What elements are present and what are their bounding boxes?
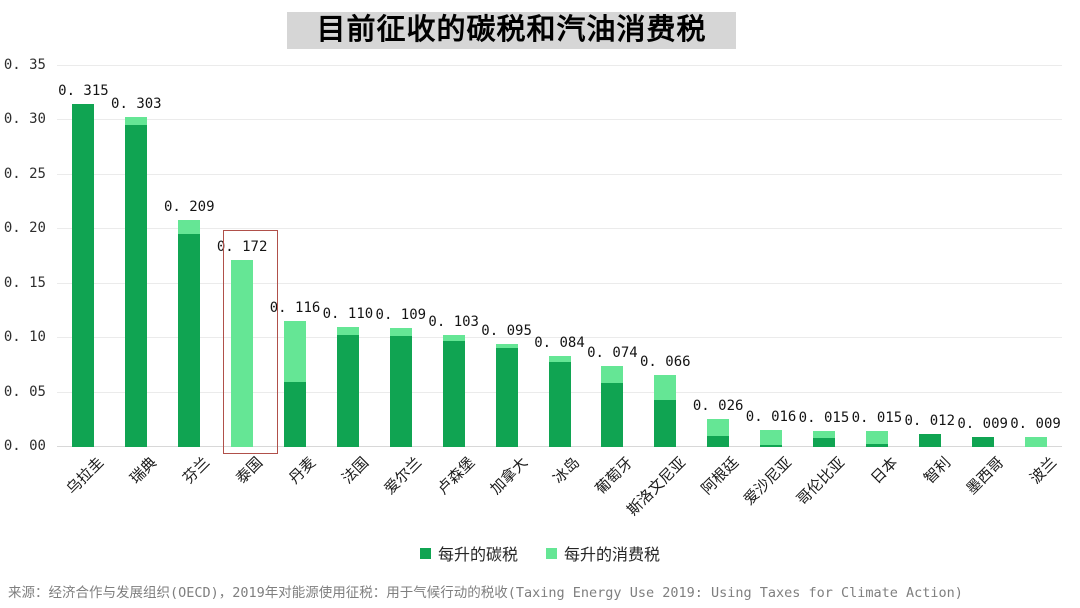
x-axis-label: 爱沙尼亚 <box>740 454 796 509</box>
bar-carbon-法国 <box>336 334 359 447</box>
value-label: 0. 016 <box>745 408 797 425</box>
grid-line <box>57 173 1062 175</box>
y-tick-label: 0. 30 <box>3 111 46 128</box>
y-tick-label: 0. 05 <box>3 383 46 400</box>
bar-carbon-日本 <box>865 443 888 447</box>
value-label: 0. 015 <box>851 409 903 426</box>
value-label: 0. 015 <box>798 409 850 426</box>
value-label: 0. 116 <box>269 299 321 316</box>
bar-consumption-斯洛文尼亚 <box>654 375 677 401</box>
grid-line <box>57 119 1062 121</box>
x-axis-label: 冰岛 <box>550 454 584 488</box>
value-label: 0. 074 <box>587 345 638 362</box>
bar-consumption-瑞典 <box>125 117 148 125</box>
x-axis-label: 法国 <box>338 454 373 488</box>
x-axis-label: 瑞典 <box>127 454 161 488</box>
y-tick-label: 0. 20 <box>3 220 46 237</box>
value-label: 0. 095 <box>481 322 532 339</box>
bar-carbon-卢森堡 <box>442 341 465 447</box>
grid-line <box>57 337 1062 339</box>
bar-carbon-芬兰 <box>178 233 201 447</box>
bar-carbon-爱沙尼亚 <box>760 444 783 447</box>
bar-consumption-波兰 <box>1024 437 1047 447</box>
bar-carbon-瑞典 <box>125 124 148 447</box>
bar-consumption-冰岛 <box>548 355 571 363</box>
value-label: 0. 009 <box>1010 416 1061 433</box>
legend-consumption-label: 每升的消费税 <box>564 547 661 564</box>
source-note: 来源：经济合作与发展组织(OECD)，2019年对能源使用征税：用于气候行动的税… <box>8 585 963 601</box>
value-label: 0. 012 <box>904 412 956 429</box>
x-axis-label: 日本 <box>867 454 902 488</box>
chart-title: 目前征收的碳税和汽油消费税 <box>287 12 736 49</box>
value-label: 0. 009 <box>957 416 1008 433</box>
legend-item-carbon: 每升的碳税 <box>419 541 518 565</box>
x-axis-label: 加拿大 <box>486 454 531 498</box>
highlight-box-泰国 <box>223 230 279 454</box>
bar-carbon-墨西哥 <box>971 437 994 447</box>
value-label: 0. 084 <box>534 334 585 351</box>
y-tick-label: 0. 25 <box>3 165 46 182</box>
x-axis-label: 芬兰 <box>180 454 214 488</box>
bar-consumption-日本 <box>865 430 888 444</box>
bar-consumption-爱沙尼亚 <box>760 429 783 445</box>
bar-consumption-加拿大 <box>495 343 518 348</box>
y-tick-label: 0. 15 <box>3 274 46 291</box>
value-label: 0. 103 <box>428 313 479 330</box>
x-axis-label: 墨西哥 <box>962 454 1007 498</box>
bar-consumption-泰国 <box>231 259 254 447</box>
value-label: 0. 026 <box>692 397 744 414</box>
plot-area: 0. 315 0. 303 0. 209 0. 172 0. 116 0. 110 0. 1… <box>57 65 1062 447</box>
grid-line <box>57 282 1062 284</box>
grid-line <box>57 228 1062 230</box>
bar-carbon-哥伦比亚 <box>812 438 835 447</box>
legend-carbon-swatch <box>419 547 431 559</box>
x-axis-label: 乌拉圭 <box>63 454 108 498</box>
bar-consumption-丹麦 <box>284 320 307 382</box>
bar-carbon-冰岛 <box>548 362 571 447</box>
bar-carbon-加拿大 <box>495 347 518 447</box>
value-label: 0. 066 <box>639 354 691 371</box>
y-tick-label: 0. 00 <box>3 438 46 454</box>
x-axis-label: 哥伦比亚 <box>793 454 849 509</box>
x-axis-label: 泰国 <box>233 454 267 488</box>
bar-carbon-爱尔兰 <box>389 335 412 447</box>
bar-consumption-阿根廷 <box>707 418 730 437</box>
bar-carbon-丹麦 <box>284 381 307 447</box>
value-label: 0. 209 <box>163 198 215 215</box>
value-label: 0. 110 <box>322 306 374 323</box>
legend-consumption-swatch <box>546 547 557 559</box>
bar-consumption-法国 <box>336 327 359 335</box>
x-axis-label: 葡萄牙 <box>592 454 637 498</box>
x-axis-label: 卢森堡 <box>433 454 478 498</box>
x-axis-label: 爱尔兰 <box>381 454 425 498</box>
x-axis-label: 智利 <box>920 454 954 488</box>
value-label: 0. 109 <box>375 307 427 324</box>
bar-carbon-斯洛文尼亚 <box>654 400 677 447</box>
value-label: 0. 172 <box>216 238 268 255</box>
bar-consumption-芬兰 <box>178 219 201 234</box>
grid-line <box>57 65 1062 66</box>
bar-consumption-爱尔兰 <box>389 328 412 336</box>
bar-consumption-卢森堡 <box>442 334 465 342</box>
legend-carbon-label: 每升的碳税 <box>437 547 518 564</box>
bar-consumption-葡萄牙 <box>601 366 624 383</box>
bar-consumption-哥伦比亚 <box>812 430 835 439</box>
value-label: 0. 315 <box>58 83 109 100</box>
value-label: 0. 303 <box>111 96 162 113</box>
bar-carbon-智利 <box>918 433 941 447</box>
bar-carbon-乌拉圭 <box>72 104 95 447</box>
y-tick-label: 0. 35 <box>3 57 46 73</box>
y-tick-label: 0. 10 <box>3 329 46 346</box>
legend: 每升的碳税 每升的消费税 <box>0 541 1080 565</box>
x-axis-label: 阿根廷 <box>698 454 743 498</box>
bar-carbon-葡萄牙 <box>601 382 624 447</box>
bar-carbon-阿根廷 <box>707 436 730 447</box>
legend-item-consumption: 每升的消费税 <box>546 541 660 565</box>
x-axis-label: 波兰 <box>1026 454 1060 488</box>
x-axis-label: 丹麦 <box>285 454 320 488</box>
